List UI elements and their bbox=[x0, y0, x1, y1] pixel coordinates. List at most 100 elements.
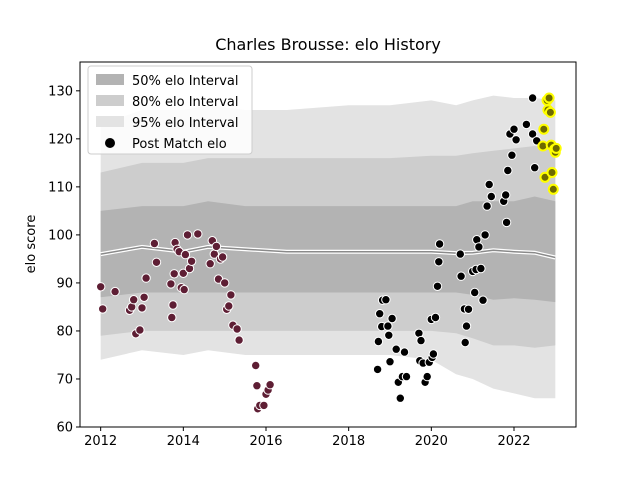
mid-point bbox=[384, 330, 394, 340]
early-point bbox=[217, 252, 228, 262]
y-tick-label: 100 bbox=[48, 228, 73, 243]
early-point bbox=[252, 381, 262, 391]
mid-point bbox=[527, 129, 538, 139]
legend-box bbox=[87, 65, 253, 155]
y-tick-label: 60 bbox=[56, 421, 73, 436]
recent-point bbox=[544, 106, 556, 118]
early-point bbox=[151, 257, 162, 267]
recent-point bbox=[538, 123, 550, 135]
x-axis: 2012 2014 2016 2018 2020 2022 bbox=[84, 427, 531, 449]
chart-title: Charles Brousse: elo History bbox=[215, 35, 441, 54]
interval-bands bbox=[100, 95, 556, 399]
x-tick-label: 2016 bbox=[249, 434, 282, 449]
early-point bbox=[166, 279, 176, 289]
mid-point bbox=[463, 304, 474, 314]
early-point bbox=[180, 249, 191, 260]
median-line-group bbox=[100, 244, 556, 260]
y-tick-label: 120 bbox=[48, 132, 73, 147]
mid-point bbox=[430, 312, 441, 323]
y-axis: 60 70 80 90 100 110 120 130 bbox=[48, 84, 80, 436]
mid-point bbox=[511, 135, 521, 145]
mid-point bbox=[480, 230, 490, 240]
mid-point bbox=[486, 191, 496, 202]
mid-point bbox=[385, 357, 395, 367]
y-tick-label: 80 bbox=[56, 324, 73, 339]
mid-point bbox=[422, 371, 432, 382]
legend-swatch bbox=[96, 116, 124, 127]
mid-point bbox=[484, 179, 494, 190]
legend-label: 80% elo Interval bbox=[132, 95, 239, 110]
early-point bbox=[205, 259, 215, 269]
legend-marker bbox=[105, 138, 115, 148]
mid-point bbox=[399, 347, 410, 357]
mid-point bbox=[455, 249, 465, 259]
recent-point bbox=[547, 183, 559, 195]
legend-swatch bbox=[96, 74, 124, 85]
early-point bbox=[139, 292, 149, 302]
mid-point bbox=[401, 371, 412, 382]
mid-point bbox=[373, 336, 384, 347]
early-point bbox=[110, 286, 120, 297]
recent-point bbox=[543, 92, 555, 104]
legend: 50% elo Interval 80% elo Interval 95% elo … bbox=[87, 65, 253, 155]
early-point bbox=[234, 335, 244, 345]
mid-point bbox=[474, 242, 484, 252]
mid-point bbox=[387, 313, 397, 324]
axes-frame bbox=[79, 61, 577, 428]
y-axis-label: elo score bbox=[24, 215, 39, 274]
mid-point bbox=[501, 217, 512, 228]
early-point bbox=[129, 295, 139, 305]
median-line bbox=[100, 246, 556, 259]
mid-point bbox=[434, 239, 445, 249]
mid-point bbox=[501, 190, 511, 200]
mid-point bbox=[381, 295, 391, 305]
early-point bbox=[232, 324, 242, 334]
match-points bbox=[96, 92, 562, 414]
early-point bbox=[179, 284, 189, 295]
early-point bbox=[193, 229, 203, 239]
mid-point bbox=[428, 349, 439, 359]
mid-point bbox=[456, 271, 466, 281]
y-tick-label: 90 bbox=[56, 276, 73, 291]
early-point bbox=[182, 230, 193, 240]
x-tick-label: 2018 bbox=[332, 434, 365, 449]
mid-point bbox=[395, 393, 405, 403]
y-tick-label: 130 bbox=[48, 84, 73, 99]
legend-label: 95% elo Interval bbox=[132, 116, 239, 131]
x-tick-label: 2014 bbox=[167, 434, 200, 449]
early-point bbox=[149, 238, 160, 249]
x-tick-label: 2020 bbox=[415, 434, 448, 449]
early-point bbox=[220, 278, 230, 288]
mid-point bbox=[391, 344, 401, 354]
mid-point bbox=[432, 281, 443, 291]
early-point bbox=[178, 268, 189, 278]
mid-point bbox=[527, 93, 538, 103]
early-point bbox=[135, 325, 145, 335]
mid-point bbox=[521, 119, 532, 130]
early-point bbox=[169, 269, 179, 279]
mid-point bbox=[470, 287, 480, 298]
early-point bbox=[224, 301, 234, 311]
mid-point bbox=[461, 321, 472, 331]
mid-point bbox=[434, 257, 444, 267]
early-point bbox=[186, 256, 197, 266]
x-tick-label: 2012 bbox=[84, 434, 117, 449]
legend-label: Post Match elo bbox=[132, 137, 227, 152]
early-point bbox=[168, 300, 178, 310]
early-point bbox=[141, 273, 151, 283]
early-point bbox=[137, 303, 147, 313]
early-point bbox=[265, 380, 275, 390]
early-point bbox=[211, 241, 222, 252]
mid-point bbox=[503, 165, 513, 176]
y-tick-label: 110 bbox=[48, 180, 73, 195]
early-point bbox=[259, 400, 269, 411]
mid-point bbox=[476, 263, 486, 274]
early-point bbox=[98, 304, 108, 314]
mid-point bbox=[416, 335, 426, 346]
y-tick-label: 70 bbox=[56, 372, 73, 387]
mid-point bbox=[478, 295, 488, 305]
early-point bbox=[226, 290, 236, 300]
mid-point bbox=[460, 337, 470, 348]
legend-label: 50% elo Interval bbox=[132, 74, 239, 89]
